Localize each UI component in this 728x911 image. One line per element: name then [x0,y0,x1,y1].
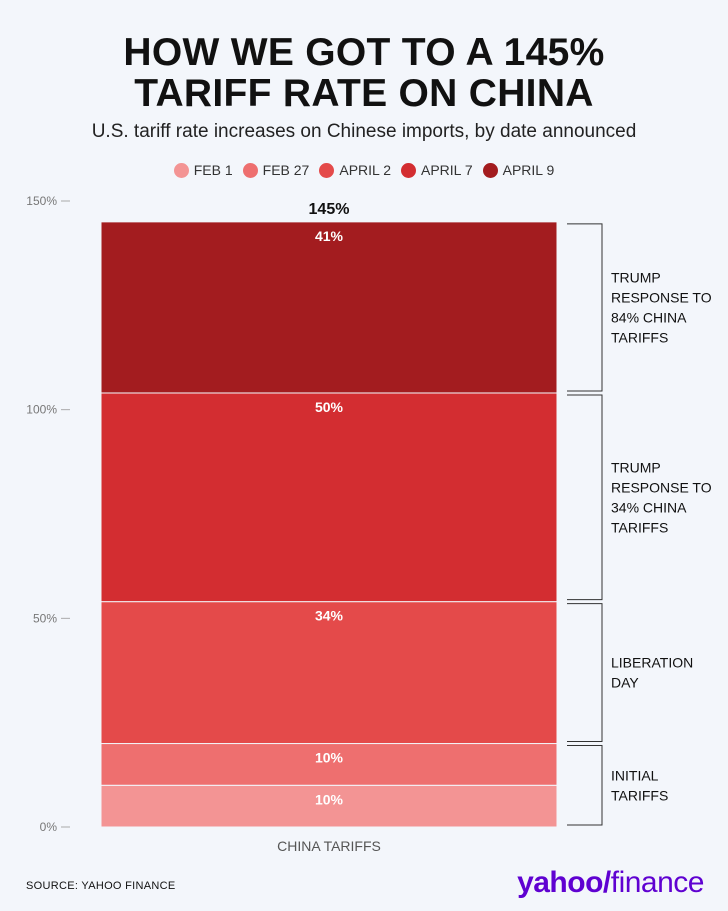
title-line-2: TARIFF RATE ON CHINA [134,72,594,115]
annotation-line: LIBERATION [611,655,693,671]
legend-label: FEB 1 [193,162,233,178]
segment-value-label: 10% [315,750,344,766]
legend-item-april-9: APRIL 9 [482,162,555,178]
brand-yahoo: yahoo/ [517,866,611,899]
legend-label: FEB 27 [262,162,310,178]
bar-segment [100,601,558,745]
annotation-line: TARIFFS [611,787,668,803]
chart-subtitle: U.S. tariff rate increases on Chinese im… [91,121,637,142]
annotation-label: TRUMP RESPONSE TO 84% CHINA TARIFFS [611,269,712,345]
legend-item-april-2: APRIL 2 [319,162,391,178]
title-line-1: HOW WE GOT TO A 145% [123,31,605,74]
annotation-line: DAY [611,675,639,691]
bar-segment [100,784,558,828]
y-tick-label: 0% [40,820,58,834]
annotation-line: TARIFFS [611,329,668,345]
annotation-bracket [567,603,603,743]
annotation-label: TRUMP RESPONSE TO 34% CHINA TARIFFS [611,459,712,535]
annotation-line: INITIAL [611,767,659,783]
y-tick-label: 100% [26,403,57,417]
annotation-line: 34% CHINA [611,499,687,515]
annotation-bracket [567,745,603,826]
legend-label: APRIL 7 [420,162,473,178]
annotation-bracket [567,394,603,601]
annotation-line: TRUMP [611,459,661,475]
annotation-label: LIBERATION DAY [611,655,693,691]
annotation-line: RESPONSE TO [611,289,712,305]
annotation-line: TRUMP [611,269,661,285]
source-note: SOURCE: YAHOO FINANCE [26,880,176,892]
legend: FEB 1 FEB 27 APRIL 2 APRIL 7 APRIL 9 [0,162,728,178]
legend-swatch [242,162,258,178]
segment-value-label: 50% [315,399,344,415]
yahoo-finance-logo: yahoo/finance [517,866,704,900]
legend-swatch [400,162,416,178]
legend-item-feb-27: FEB 27 [242,162,310,178]
bar-segment [100,221,558,394]
annotation-bracket [567,223,603,392]
annotation-line: RESPONSE TO [611,479,712,495]
total-value-label: 145% [309,201,350,218]
legend-item-april-7: APRIL 7 [400,162,473,178]
legend-item-feb-1: FEB 1 [173,162,233,178]
segment-value-label: 34% [315,608,344,624]
segment-value-label: 41% [315,228,344,244]
annotation-label: INITIAL TARIFFS [611,767,668,803]
chart-title: HOW WE GOT TO A 145% TARIFF RATE ON CHIN… [0,32,728,114]
legend-swatch [482,162,498,178]
brand-finance: finance [610,866,705,899]
y-tick-label: 150% [26,194,57,208]
bar-segment [100,392,558,603]
annotation-line: TARIFFS [611,519,668,535]
legend-swatch [319,162,335,178]
x-category-label: CHINA TARIFFS [277,838,381,854]
segment-value-label: 10% [315,791,344,807]
legend-swatch [173,162,189,178]
legend-label: APRIL 2 [339,162,391,178]
legend-label: APRIL 9 [502,162,555,178]
y-tick-label: 50% [33,611,57,625]
annotation-line: 84% CHINA [611,309,687,325]
